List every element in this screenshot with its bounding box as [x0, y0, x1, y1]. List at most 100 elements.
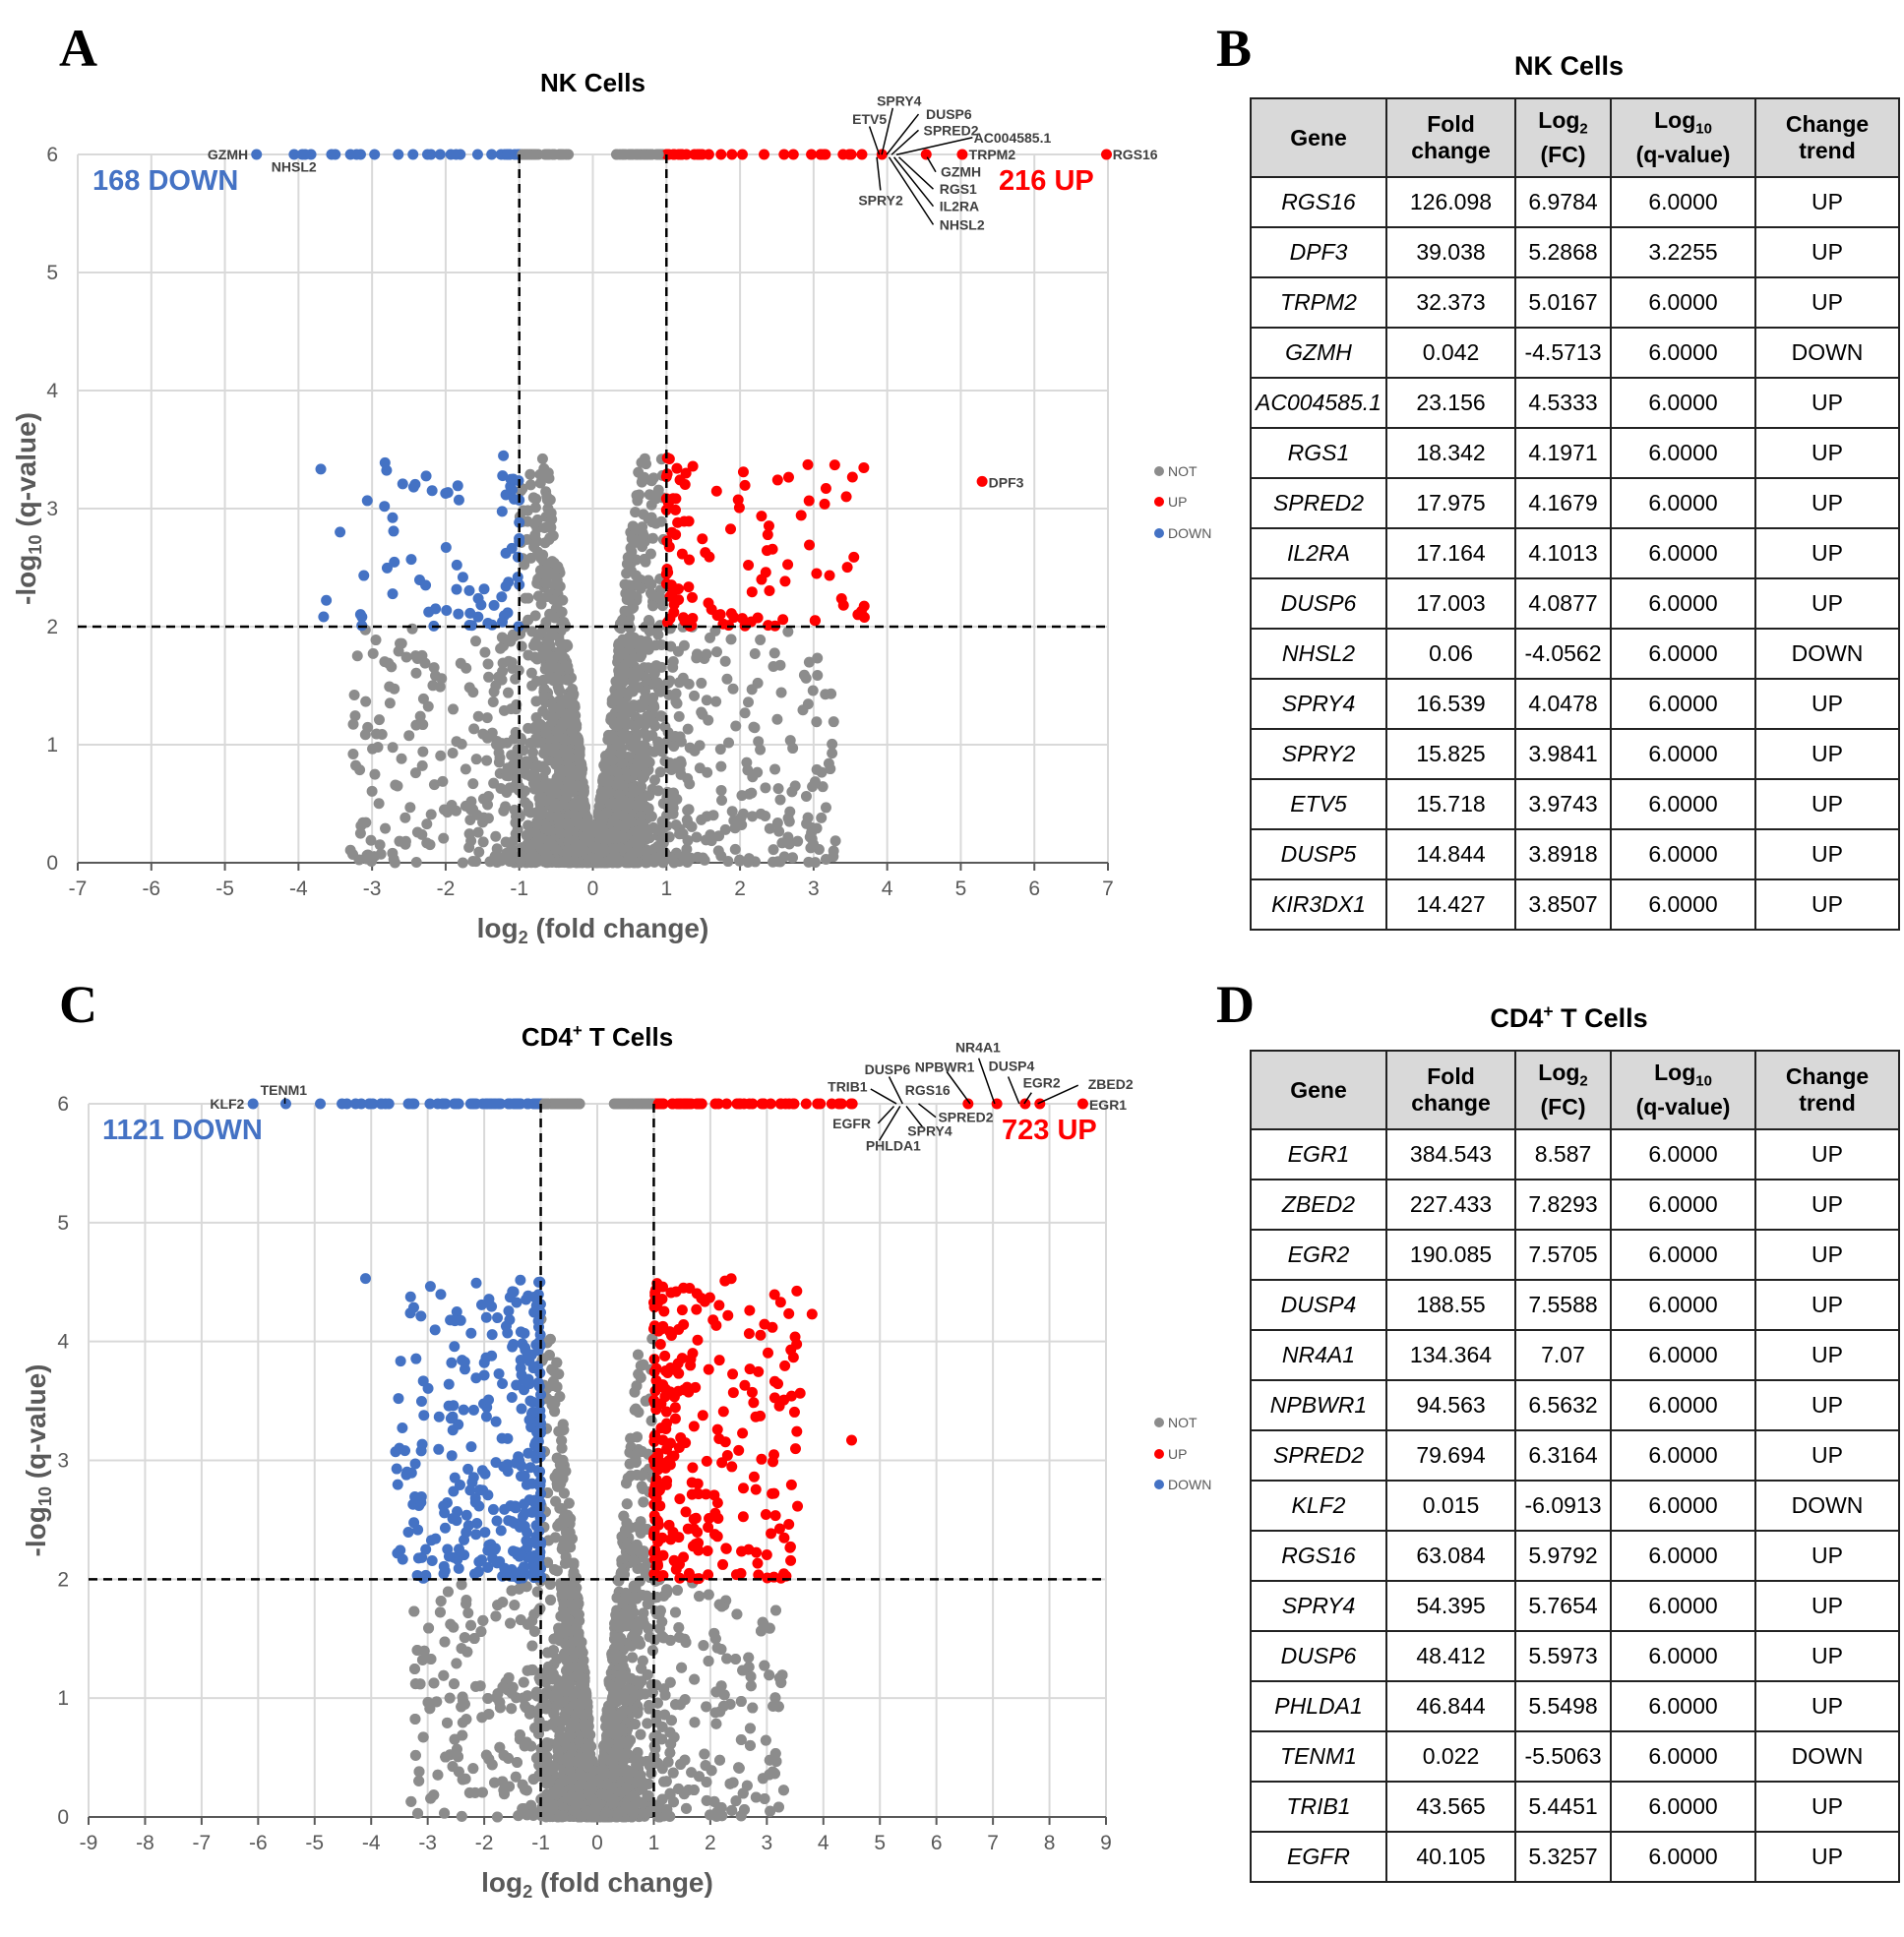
point-not	[774, 659, 786, 671]
point-label: DUSP6	[926, 106, 972, 122]
point-not	[396, 637, 407, 649]
point-not	[403, 730, 415, 742]
point-not	[535, 552, 547, 564]
point-not	[659, 721, 671, 733]
point-not	[460, 763, 471, 775]
point-not	[644, 757, 655, 768]
point-down	[330, 149, 341, 160]
point-not	[543, 778, 555, 790]
point-not	[659, 756, 671, 767]
point-not	[483, 671, 495, 683]
point-up	[795, 510, 807, 521]
point-label: TRPM2	[969, 147, 1016, 162]
point-up	[725, 608, 737, 620]
point-not	[564, 752, 576, 763]
point-not	[470, 754, 482, 765]
point-not	[646, 589, 658, 601]
point-up	[715, 149, 727, 160]
point-not	[541, 591, 553, 603]
point-not	[743, 696, 755, 708]
legend-marker-up	[1154, 497, 1164, 507]
point-not	[772, 783, 784, 795]
point-not	[477, 793, 489, 805]
point-not	[651, 622, 663, 634]
point-up	[703, 597, 714, 609]
point-not	[715, 760, 727, 772]
point-not	[593, 855, 605, 867]
point-up	[711, 610, 723, 622]
point-not	[360, 696, 372, 707]
down-count-label: 168 DOWN	[92, 165, 238, 197]
x-tick-label: 1	[660, 878, 672, 900]
point-not	[704, 632, 715, 643]
point-not	[524, 737, 536, 749]
point-down	[478, 583, 490, 595]
point-not	[782, 813, 794, 824]
point-not	[374, 839, 386, 851]
point-label: SPRY4	[877, 92, 922, 108]
x-tick-label: 5	[955, 878, 967, 900]
x-tick-label: 8	[1044, 1832, 1056, 1854]
point-not	[636, 649, 647, 661]
point-not	[538, 691, 550, 702]
point-not	[349, 710, 361, 722]
point-down	[397, 478, 408, 490]
point-down	[500, 580, 512, 592]
point-not	[410, 857, 422, 869]
legend-label-not: NOT	[1168, 463, 1198, 479]
point-not	[626, 533, 638, 545]
point-up	[815, 149, 827, 160]
point-not	[621, 558, 633, 570]
point-not	[567, 799, 579, 811]
point-not	[559, 735, 571, 747]
point-not	[512, 823, 523, 835]
point-up	[746, 586, 758, 598]
point-up	[824, 570, 835, 581]
point-not	[603, 833, 615, 845]
point-up	[736, 149, 748, 160]
point-down	[315, 463, 327, 475]
x-tick-label: 9	[1100, 1832, 1112, 1854]
point-not	[652, 741, 664, 753]
point-down	[463, 584, 475, 596]
point-not	[553, 817, 565, 828]
point-not	[723, 737, 735, 749]
point-not	[572, 846, 583, 858]
point-not	[691, 831, 703, 843]
point-not	[416, 759, 428, 771]
point-not	[527, 492, 539, 504]
y-tick-label: 0	[57, 1806, 69, 1829]
chart-title: NK Cells	[540, 68, 645, 97]
point-down	[441, 605, 453, 617]
point-not	[504, 856, 516, 868]
point-down	[488, 599, 500, 611]
x-tick-label: 4	[882, 878, 893, 900]
point-not	[774, 794, 786, 806]
point-not	[366, 785, 378, 797]
point-not	[642, 731, 653, 743]
point-not	[622, 689, 634, 700]
point-not	[367, 647, 379, 659]
point-not	[465, 835, 477, 847]
point-not	[527, 747, 539, 758]
x-tick-label: 6	[1028, 878, 1040, 900]
point-not	[753, 736, 765, 748]
point-down	[361, 495, 373, 507]
point-not	[540, 725, 552, 737]
point-not	[367, 743, 379, 755]
point-not	[551, 756, 563, 767]
point-not	[828, 845, 839, 857]
point-down	[393, 149, 404, 160]
point-not	[776, 837, 788, 849]
point-not	[812, 652, 824, 664]
y-tick-label: 2	[46, 616, 58, 638]
point-down	[497, 470, 509, 482]
point-not	[481, 755, 493, 766]
point-not	[543, 635, 555, 646]
point-not	[496, 674, 508, 686]
point-not	[428, 662, 440, 674]
point-not	[747, 811, 759, 822]
point-down	[413, 574, 425, 585]
point-not	[810, 857, 822, 869]
point-not	[521, 768, 532, 780]
